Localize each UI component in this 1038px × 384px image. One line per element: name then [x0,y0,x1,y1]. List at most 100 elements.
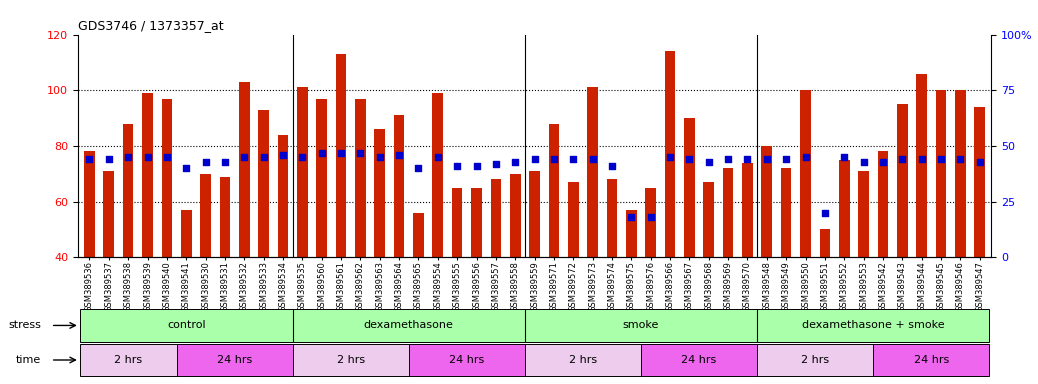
Point [584,156,601,162]
Bar [529,171,540,257]
Text: smoke: smoke [623,320,659,331]
Point [623,214,639,220]
Bar [239,82,249,257]
Bar [525,344,641,376]
Bar [820,230,830,257]
Bar [393,115,405,257]
Text: dexamethasone + smoke: dexamethasone + smoke [802,320,945,331]
Point [913,156,930,162]
Point [836,154,852,160]
Text: dexamethasone: dexamethasone [364,320,454,331]
Bar [491,179,501,257]
Point [177,165,194,171]
Bar [757,344,873,376]
Text: control: control [167,320,206,331]
Bar [413,213,424,257]
Point [855,159,872,165]
Bar [471,188,482,257]
Text: 2 hrs: 2 hrs [801,355,829,365]
Point [468,163,485,169]
Point [333,149,350,156]
Point [352,149,368,156]
Bar [975,107,985,257]
Point [894,156,910,162]
Bar [355,99,365,257]
Bar [917,74,927,257]
Bar [742,163,753,257]
Bar [757,309,989,342]
Point [159,154,175,160]
Point [236,154,252,160]
Point [255,154,272,160]
Point [81,156,98,162]
Bar [335,54,347,257]
Point [643,214,659,220]
Point [701,159,717,165]
Bar [452,188,463,257]
Point [410,165,427,171]
Point [817,210,834,216]
Text: 24 hrs: 24 hrs [913,355,949,365]
Bar [317,99,327,257]
Bar [181,210,192,257]
Bar [297,88,307,257]
Text: 24 hrs: 24 hrs [217,355,252,365]
Bar [220,177,230,257]
Point [759,156,775,162]
Text: 24 hrs: 24 hrs [681,355,716,365]
Text: 2 hrs: 2 hrs [336,355,364,365]
Point [546,156,563,162]
Bar [293,309,525,342]
Point [604,163,621,169]
Point [448,163,465,169]
Bar [258,110,269,257]
Bar [839,160,849,257]
Bar [935,90,947,257]
Text: 2 hrs: 2 hrs [114,355,142,365]
Bar [626,210,636,257]
Point [719,156,736,162]
Point [507,159,523,165]
Point [313,149,330,156]
Bar [200,174,211,257]
Bar [409,344,525,376]
Bar [375,129,385,257]
Bar [641,344,757,376]
Point [972,159,988,165]
Bar [104,171,114,257]
Point [952,156,968,162]
Bar [293,344,409,376]
Bar [897,104,907,257]
Bar [781,168,791,257]
Point [372,154,388,160]
Bar [142,93,153,257]
Bar [549,124,559,257]
Point [662,154,679,160]
Point [430,154,446,160]
Point [294,154,310,160]
Text: stress: stress [8,320,42,331]
Point [488,161,504,167]
Bar [800,90,811,257]
Bar [684,118,694,257]
Bar [510,174,520,257]
Text: 2 hrs: 2 hrs [569,355,597,365]
Point [217,159,234,165]
Bar [877,152,889,257]
Point [933,156,950,162]
Bar [176,344,293,376]
Bar [122,124,134,257]
Bar [525,309,757,342]
Point [275,152,292,158]
Bar [588,88,598,257]
Point [390,152,407,158]
Text: GDS3746 / 1373357_at: GDS3746 / 1373357_at [78,19,223,32]
Bar [858,171,869,257]
Bar [80,309,293,342]
Bar [162,99,172,257]
Bar [80,344,176,376]
Text: 24 hrs: 24 hrs [449,355,485,365]
Point [139,154,156,160]
Bar [433,93,443,257]
Point [101,156,117,162]
